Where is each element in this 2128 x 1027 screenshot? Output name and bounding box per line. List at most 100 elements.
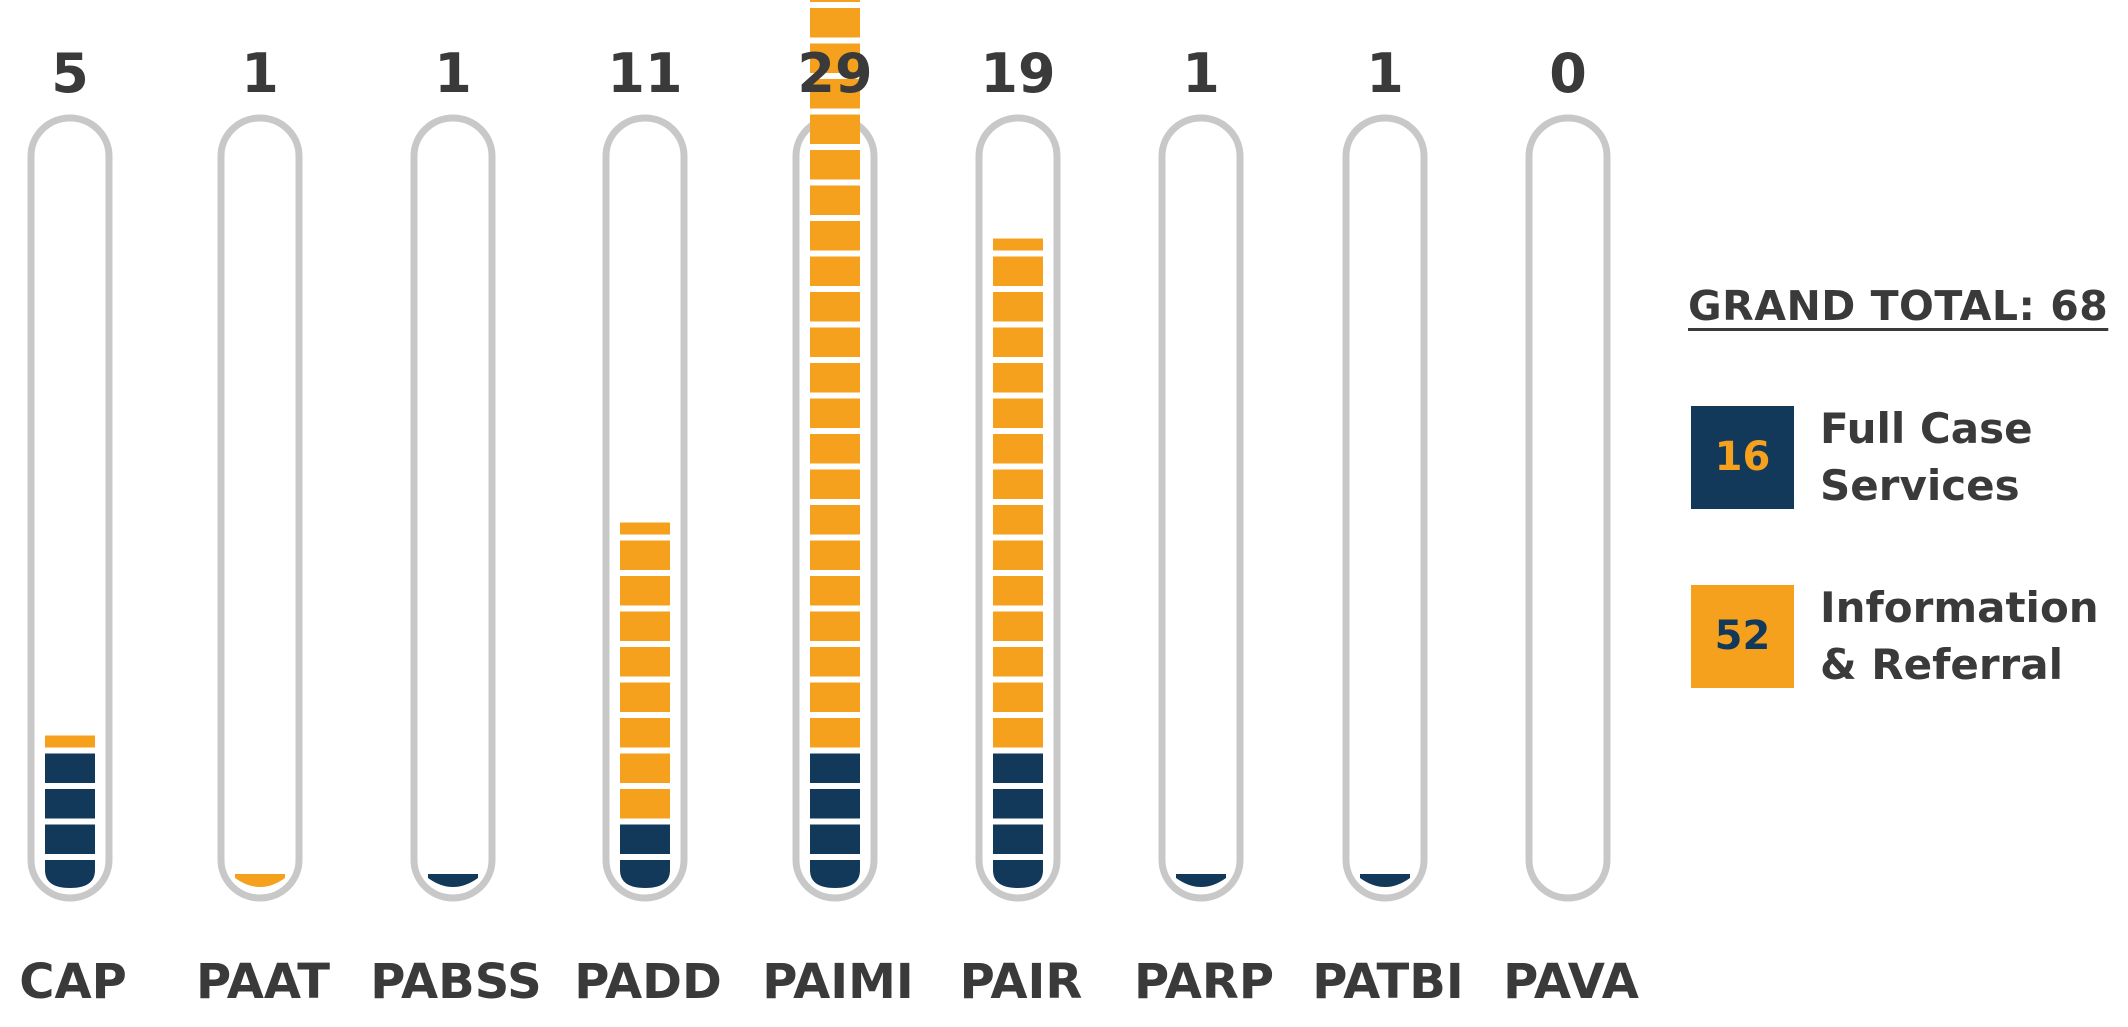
segment xyxy=(810,221,860,251)
segment xyxy=(993,292,1043,322)
tube-pava xyxy=(1525,114,1611,902)
grand-total: GRAND TOTAL: 68 xyxy=(1688,282,2109,330)
tube-pair xyxy=(975,114,1061,902)
segment xyxy=(993,398,1043,428)
count-label-padd: 11 xyxy=(607,42,682,105)
segment xyxy=(810,327,860,357)
segment xyxy=(993,327,1043,357)
segment xyxy=(810,79,860,109)
segment xyxy=(810,576,860,606)
segment xyxy=(620,753,670,783)
segment xyxy=(993,789,1043,819)
segment xyxy=(810,8,860,38)
legend-label-full-case-line2: Services xyxy=(1820,461,2020,510)
segment xyxy=(810,682,860,712)
segment xyxy=(993,718,1043,748)
segment xyxy=(993,540,1043,570)
segment xyxy=(993,505,1043,535)
category-label-cap: CAP xyxy=(19,954,127,1010)
segment xyxy=(810,292,860,322)
category-label-padd: PADD xyxy=(574,954,722,1010)
legend-item-full-case: 16 Full Case Services xyxy=(1691,400,2033,514)
legend-swatch-full-case: 16 xyxy=(1691,405,1794,509)
segment xyxy=(993,469,1043,499)
segment xyxy=(810,0,860,2)
segment xyxy=(1360,874,1410,887)
count-label-parp: 1 xyxy=(1182,42,1220,105)
legend-label-full-case-line1: Full Case xyxy=(1820,404,2033,453)
legend-item-info-referral: 52 Information & Referral xyxy=(1691,579,2099,693)
segment xyxy=(993,753,1043,783)
count-label-paimi: 29 xyxy=(797,42,872,105)
segment xyxy=(620,824,670,854)
segment xyxy=(810,611,860,641)
segment xyxy=(45,860,95,888)
tube-outline xyxy=(1158,114,1244,902)
count-label-pair: 19 xyxy=(980,42,1055,105)
category-label-pair: PAIR xyxy=(960,954,1083,1010)
segment xyxy=(810,469,860,499)
category-label-paimi: PAIMI xyxy=(762,954,913,1010)
tube-outline xyxy=(410,114,496,902)
count-label-pabss: 1 xyxy=(434,42,472,105)
category-label-pava: PAVA xyxy=(1503,954,1639,1010)
segment xyxy=(620,682,670,712)
segment xyxy=(428,874,478,887)
count-label-paat: 1 xyxy=(241,42,279,105)
legend-label-full-case: Full Case Services xyxy=(1820,400,2033,514)
category-label-parp: PARP xyxy=(1134,954,1274,1010)
category-label-paat: PAAT xyxy=(196,954,330,1010)
segment xyxy=(620,540,670,570)
segment xyxy=(993,647,1043,677)
tube-paat xyxy=(217,114,303,902)
segment xyxy=(993,434,1043,464)
segment xyxy=(993,256,1043,286)
segment xyxy=(810,505,860,535)
segment xyxy=(620,576,670,606)
segment xyxy=(810,256,860,286)
tube-padd xyxy=(602,114,688,902)
segment xyxy=(810,363,860,393)
segment xyxy=(45,735,95,748)
segment xyxy=(993,611,1043,641)
segment xyxy=(620,522,670,535)
segment xyxy=(993,860,1043,888)
segment xyxy=(993,824,1043,854)
segment xyxy=(810,114,860,144)
segment xyxy=(810,398,860,428)
segment xyxy=(810,860,860,888)
segment xyxy=(810,647,860,677)
segment xyxy=(45,789,95,819)
segment xyxy=(993,682,1043,712)
segment xyxy=(620,860,670,888)
segment xyxy=(1176,874,1226,887)
segment xyxy=(810,150,860,180)
segment xyxy=(810,789,860,819)
tube-parp xyxy=(1158,114,1244,902)
segment xyxy=(235,874,285,887)
tube-outline xyxy=(1525,114,1611,902)
category-label-patbi: PATBI xyxy=(1312,954,1463,1010)
segment xyxy=(620,611,670,641)
segment xyxy=(993,363,1043,393)
segment xyxy=(810,718,860,748)
segment xyxy=(993,238,1043,251)
tube-outline xyxy=(217,114,303,902)
segment xyxy=(810,753,860,783)
segment xyxy=(810,43,860,73)
segment xyxy=(810,540,860,570)
segment xyxy=(810,434,860,464)
tube-patbi xyxy=(1342,114,1428,902)
legend-label-info-referral-line1: Information xyxy=(1820,583,2099,632)
count-label-pava: 0 xyxy=(1549,42,1587,105)
category-label-pabss: PABSS xyxy=(370,954,542,1010)
segment xyxy=(620,789,670,819)
legend-label-info-referral-line2: & Referral xyxy=(1820,640,2063,689)
legend-label-info-referral: Information & Referral xyxy=(1820,579,2099,693)
tube-outline xyxy=(1342,114,1428,902)
segment xyxy=(45,824,95,854)
segment xyxy=(620,718,670,748)
segment xyxy=(45,753,95,783)
count-label-cap: 5 xyxy=(51,42,89,105)
